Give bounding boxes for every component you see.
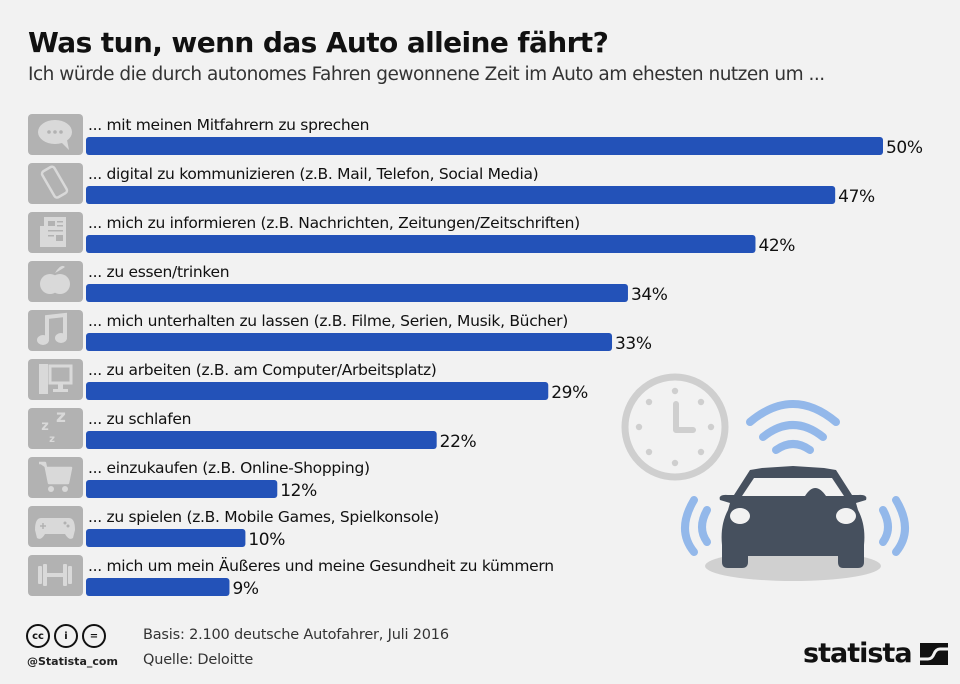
clock-icon — [621, 373, 729, 481]
category-label: ... zu arbeiten (z.B. am Computer/Arbeit… — [88, 361, 437, 379]
category-label: ... zu essen/trinken — [88, 263, 229, 281]
value-label: 34% — [631, 285, 668, 305]
bar — [86, 578, 230, 596]
music-note-icon — [28, 310, 83, 351]
svg-text:z: z — [49, 434, 55, 445]
bar-row: ... zu spielen (z.B. Mobile Games, Spiel… — [28, 506, 439, 550]
bar — [86, 480, 278, 498]
apple-icon — [28, 261, 83, 302]
bar — [86, 284, 628, 302]
value-label: 50% — [886, 138, 923, 158]
value-label: 10% — [248, 530, 285, 550]
sleep-zzz-icon: z zz — [28, 407, 83, 449]
value-label: 33% — [615, 334, 652, 354]
category-label: ... zu spielen (z.B. Mobile Games, Spiel… — [88, 508, 439, 526]
license-icons: cc i = — [26, 624, 106, 648]
category-label: ... einzukaufen (z.B. Online-Shopping) — [88, 459, 370, 477]
by-icon: i — [54, 624, 78, 648]
computer-icon — [28, 359, 83, 400]
newspaper-icon — [28, 212, 83, 253]
value-label: 29% — [551, 383, 588, 403]
statista-logo-mark-icon — [919, 642, 948, 665]
category-label: ... zu schlafen — [88, 410, 191, 428]
value-label: 9% — [232, 579, 258, 599]
car-icon — [719, 466, 867, 568]
bar-row: ... mich unterhalten zu lassen (z.B. Fil… — [28, 310, 652, 354]
bar — [86, 186, 836, 204]
brand-name: statista — [803, 638, 913, 669]
bar-row: z zz ... zu schlafen 22% — [28, 407, 477, 452]
category-label: ... mich unterhalten zu lassen (z.B. Fil… — [88, 312, 568, 330]
bar-row: ... zu arbeiten (z.B. am Computer/Arbeit… — [28, 359, 588, 403]
category-label: ... mit meinen Mitfahrern zu sprechen — [88, 116, 369, 134]
bar — [86, 431, 437, 449]
speech-bubble-icon — [28, 114, 83, 155]
twitter-handle: @Statista_com — [27, 655, 118, 668]
category-label: ... mich um mein Äußeres und meine Gesun… — [88, 556, 554, 575]
dumbbell-icon — [28, 555, 83, 596]
smartphone-icon — [28, 163, 83, 204]
bar — [86, 382, 549, 400]
car-shadow — [705, 551, 881, 581]
bar — [86, 235, 756, 253]
statista-logo: statista — [803, 638, 948, 669]
value-label: 47% — [838, 187, 875, 207]
bar-row: ... mich zu informieren (z.B. Nachrichte… — [28, 212, 796, 256]
svg-text:z: z — [56, 407, 66, 427]
bar — [86, 333, 613, 351]
bar-row: ... digital zu kommunizieren (z.B. Mail,… — [28, 163, 875, 207]
source-note: Quelle: Deloitte — [143, 652, 254, 668]
nd-icon: = — [82, 624, 106, 648]
basis-note: Basis: 2.100 deutsche Autofahrer, Juli 2… — [143, 627, 449, 643]
side-signal-right-icon — [879, 496, 909, 556]
bar-row: ... zu essen/trinken 34% — [28, 261, 668, 305]
chart-title: Was tun, wenn das Auto alleine fährt? — [28, 26, 609, 59]
chart-subtitle: Ich würde die durch autonomes Fahren gew… — [28, 64, 825, 85]
bar-row: ... einzukaufen (z.B. Online-Shopping) 12… — [28, 457, 370, 501]
category-label: ... digital zu kommunizieren (z.B. Mail,… — [88, 165, 538, 183]
value-label: 22% — [440, 432, 477, 452]
wifi-signal-icon — [746, 400, 840, 454]
shopping-cart-icon — [28, 457, 83, 498]
gamepad-icon — [28, 506, 83, 547]
icon-background — [28, 408, 83, 449]
bar — [86, 529, 246, 547]
svg-text:z: z — [41, 419, 49, 434]
cc-icon: cc — [26, 624, 50, 648]
value-label: 12% — [280, 481, 317, 501]
bar-chart: ... mit meinen Mitfahrern zu sprechen 50%… — [28, 114, 923, 599]
side-signal-left-icon — [681, 496, 711, 556]
bar-row: ... mich um mein Äußeres und meine Gesun… — [28, 555, 554, 599]
value-label: 42% — [758, 236, 795, 256]
bar-row: ... mit meinen Mitfahrern zu sprechen 50% — [28, 114, 923, 158]
bar — [86, 137, 883, 155]
autonomous-car-illustration — [621, 373, 909, 581]
category-label: ... mich zu informieren (z.B. Nachrichte… — [88, 214, 580, 232]
